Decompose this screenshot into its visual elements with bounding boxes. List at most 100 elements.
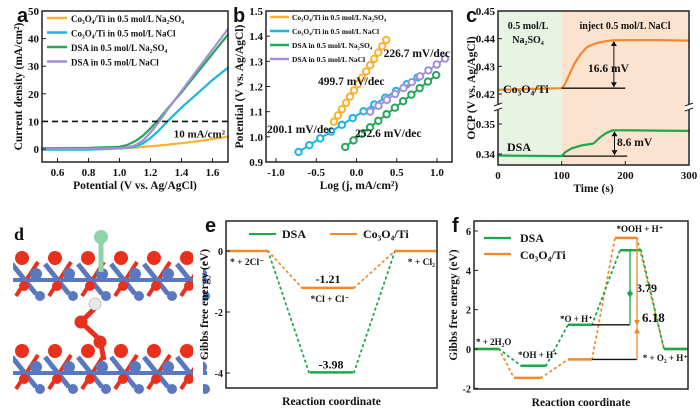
- o-atom: [147, 344, 161, 358]
- co-atom: [68, 384, 78, 394]
- co-atom: [167, 384, 177, 394]
- arrow-head: [634, 327, 640, 334]
- y-axis-label: OCP (V vs. Ag/AgCl): [466, 36, 478, 139]
- legend-label: DSA in 0.5 mol/L Na₂SO₄: [292, 41, 373, 50]
- y-axis-label: Current density (mA/cm²): [13, 22, 25, 150]
- h-atom: [88, 297, 102, 311]
- state-label: *Cl + Cl⁻: [311, 295, 350, 305]
- data-point: [341, 142, 350, 152]
- series-line-3: [40, 27, 230, 150]
- data-point: [357, 73, 367, 82]
- y-tick-label: 1.2: [249, 82, 263, 94]
- x-tick-label: 0.0: [350, 167, 364, 179]
- data-point: [382, 110, 391, 119]
- data-point: [359, 107, 368, 116]
- x-tick-label: 1.0: [430, 167, 444, 179]
- data-point: [357, 129, 366, 139]
- y-axis-label: Gibbs free energy (eV): [199, 249, 211, 360]
- fit-line-3: [369, 57, 447, 113]
- data-point: [382, 95, 392, 105]
- x-tick-label: 100: [553, 170, 570, 182]
- arrow-head: [610, 82, 617, 88]
- arrow-head: [627, 288, 633, 295]
- o-atom: [85, 281, 95, 291]
- x-tick-label: 0.8: [82, 167, 96, 179]
- legend-label: DSA: [282, 227, 306, 241]
- y-tick-label: 0: [466, 345, 471, 356]
- y-tick-label: 0.35: [476, 119, 496, 131]
- o-atom: [184, 374, 194, 384]
- data-point: [294, 147, 303, 157]
- co-atom: [162, 361, 174, 373]
- y-tick-label: 1.1: [249, 107, 263, 119]
- x-tick-label: 0.5: [390, 167, 404, 179]
- panel-f: f 3.79 6.18 * + 2H₂O *OH + H⁺ *O + H⁺ *OOH + H…: [448, 215, 689, 409]
- value-label: -3.98: [319, 357, 344, 371]
- x-axis-label: Reaction coordinate: [532, 397, 631, 409]
- series-line-dsa: [496, 129, 691, 158]
- plot-frame: [41, 10, 229, 163]
- co-atom: [134, 291, 144, 301]
- y-tick-label: 50: [28, 6, 40, 18]
- arrow-head: [611, 150, 618, 156]
- co-atom: [101, 291, 111, 301]
- data-point: [316, 134, 325, 143]
- co-atom: [134, 384, 144, 394]
- panel-label-d: d: [14, 224, 24, 244]
- data-point: [365, 60, 375, 70]
- axis-break-mark: [684, 102, 694, 107]
- co-atom: [96, 361, 108, 373]
- legend-label: Co₃O₄/Ti in 0.5 mol/L NaCl: [71, 29, 176, 39]
- co-atom: [162, 268, 174, 280]
- data-point: [365, 107, 375, 116]
- y-tick-label: 6: [466, 227, 471, 238]
- x-axis-label: Time (s): [573, 183, 614, 195]
- panel-label-a: a: [17, 5, 29, 27]
- axis-break: [494, 105, 502, 110]
- y-axis-label: Gibbs free energy (eV): [448, 249, 460, 360]
- arrow-head: [610, 41, 617, 47]
- x-axis-label: Log (j, mA/cm²): [320, 180, 399, 192]
- axis-break: [685, 105, 693, 110]
- data-point: [374, 116, 383, 125]
- co-atom: [129, 361, 141, 373]
- delta-label: 8.6 mV: [617, 137, 653, 149]
- o-atom: [118, 281, 128, 291]
- panel-a: a 10 mA/cm² 0.6 0.8 1.0 1.2 1.4 1.6 0 10 20 30 40 50 P…: [13, 5, 230, 192]
- slab-mask: [193, 244, 203, 304]
- y-tick-label: 4: [466, 266, 471, 277]
- data-point: [337, 120, 347, 130]
- slab-mask: [0, 337, 13, 397]
- arrow-head: [611, 131, 618, 137]
- data-point: [390, 89, 400, 99]
- legend-label: DSA: [520, 231, 544, 245]
- co-atom: [35, 384, 45, 394]
- axis-break-mark: [493, 107, 503, 112]
- data-point: [329, 117, 339, 126]
- y-tick-label: 0.42: [476, 89, 496, 101]
- y-tick-label: 1.3: [249, 56, 263, 68]
- series-label-dsa: DSA: [507, 140, 531, 154]
- o-atom: [151, 374, 161, 384]
- o-atom: [48, 251, 62, 265]
- region-label: 0.5 mol/L: [508, 21, 549, 32]
- x-tick-label: 0: [495, 170, 501, 182]
- data-point: [349, 136, 358, 145]
- arrow-head: [634, 319, 640, 326]
- x-tick-label: 200: [617, 170, 634, 182]
- y-tick-label: 0.43: [476, 61, 496, 73]
- state-label: *O + H⁺: [560, 314, 593, 324]
- y-tick-label: 1.0: [249, 132, 263, 144]
- x-tick-label: -1.0: [267, 167, 285, 179]
- slab-mask: [0, 395, 200, 405]
- axis-break-mark: [684, 107, 694, 112]
- slab-mask: [193, 337, 203, 397]
- y-tick-label: 30: [28, 61, 40, 73]
- legend-label: Co₃O₄/Ti: [520, 248, 566, 262]
- x-axis-label: Reaction coordinate: [282, 396, 381, 408]
- data-point: [423, 77, 433, 86]
- o-atom: [85, 374, 95, 384]
- y-tick-label: 0.34: [476, 149, 496, 161]
- y-tick-label: 0.9: [249, 157, 263, 169]
- o-atom: [93, 335, 107, 349]
